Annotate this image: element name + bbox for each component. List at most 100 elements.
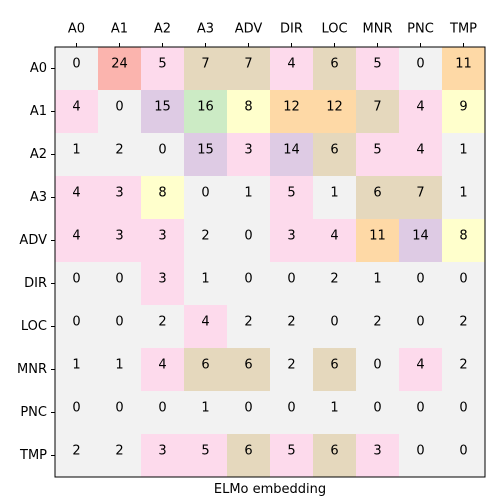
heatmap-cell-A1-TMP [442, 90, 486, 134]
heatmap-cell-MNR-A3 [184, 348, 228, 392]
heatmap-cell-A2-A0 [55, 133, 99, 177]
heatmap-cell-TMP-LOC [313, 434, 357, 478]
heatmap-cell-A0-ADV [227, 47, 271, 91]
heatmap-cell-TMP-TMP [442, 434, 486, 478]
y-tick-label: A2 [30, 147, 47, 162]
cell-value-label: 4 [158, 358, 166, 373]
cell-value-label: 2 [459, 315, 467, 330]
heatmap-cell-A1-A1 [98, 90, 142, 134]
heatmap-cell-ADV-A0 [55, 219, 99, 263]
cell-value-label: 0 [287, 401, 295, 416]
cell-value-label: 0 [416, 444, 424, 459]
cell-value-label: 1 [330, 401, 338, 416]
heatmap-cell-TMP-A0 [55, 434, 99, 478]
cell-value-label: 8 [459, 229, 467, 244]
x-tick-label: PNC [407, 22, 434, 37]
heatmap-cell-A2-MNR [356, 133, 400, 177]
heatmap-cell-ADV-DIR [270, 219, 314, 263]
heatmap-cell-DIR-TMP [442, 262, 486, 306]
y-tick-label: LOC [21, 319, 47, 334]
cell-value-label: 15 [197, 143, 214, 158]
heatmap-cell-A3-A0 [55, 176, 99, 220]
cell-value-label: 12 [283, 100, 300, 115]
cell-value-label: 2 [244, 315, 252, 330]
y-tick-label: A0 [30, 61, 47, 76]
heatmap-cell-ADV-A2 [141, 219, 185, 263]
cell-value-label: 2 [459, 358, 467, 373]
heatmap-cell-PNC-A0 [55, 391, 99, 435]
heatmap-cell-MNR-ADV [227, 348, 271, 392]
heatmap-cell-PNC-A1 [98, 391, 142, 435]
heatmap-cell-MNR-A2 [141, 348, 185, 392]
heatmap-cell-A2-PNC [399, 133, 443, 177]
heatmap-cell-A2-A2 [141, 133, 185, 177]
cell-value-label: 0 [244, 272, 252, 287]
cell-value-label: 3 [287, 229, 295, 244]
x-tick-label: LOC [321, 22, 347, 37]
heatmap-cell-A3-MNR [356, 176, 400, 220]
cell-value-label: 4 [72, 100, 80, 115]
heatmap-cell-LOC-DIR [270, 305, 314, 349]
heatmap-cell-A1-ADV [227, 90, 271, 134]
cell-value-label: 7 [416, 186, 424, 201]
y-tick-label: TMP [19, 448, 47, 463]
y-tick-label: ADV [19, 233, 47, 248]
heatmap-cell-DIR-DIR [270, 262, 314, 306]
heatmap-cell-TMP-ADV [227, 434, 271, 478]
cell-value-label: 1 [72, 143, 80, 158]
heatmap-cells [55, 47, 486, 478]
cell-value-label: 0 [459, 444, 467, 459]
heatmap-cell-MNR-A0 [55, 348, 99, 392]
cell-value-label: 0 [115, 100, 123, 115]
y-tick-label: DIR [24, 276, 47, 291]
heatmap-cell-LOC-ADV [227, 305, 271, 349]
heatmap-cell-A0-PNC [399, 47, 443, 91]
cell-value-label: 6 [330, 444, 338, 459]
heatmap-cell-ADV-TMP [442, 219, 486, 263]
cell-value-label: 1 [330, 186, 338, 201]
cell-value-label: 2 [115, 444, 123, 459]
heatmap-cell-PNC-A2 [141, 391, 185, 435]
x-tick-label: A1 [111, 22, 128, 37]
heatmap-cell-ADV-LOC [313, 219, 357, 263]
heatmap-cell-A0-A0 [55, 47, 99, 91]
heatmap-cell-ADV-MNR [356, 219, 400, 263]
cell-value-label: 0 [459, 401, 467, 416]
heatmap-cell-TMP-PNC [399, 434, 443, 478]
heatmap-cell-PNC-LOC [313, 391, 357, 435]
x-tick-label: ADV [235, 22, 263, 37]
cell-value-label: 0 [416, 315, 424, 330]
x-tick-label: TMP [449, 22, 477, 37]
y-axis-ticks: A0 A1 A2 A3 ADV DIR LOC MNR PNC TMP [17, 61, 55, 463]
cell-value-label: 16 [197, 100, 214, 115]
cell-value-label: 2 [330, 272, 338, 287]
cell-value-label: 0 [115, 272, 123, 287]
cell-value-label: 8 [244, 100, 252, 115]
heatmap-cell-A1-A3 [184, 90, 228, 134]
cell-value-label: 0 [416, 272, 424, 287]
cell-value-label: 0 [459, 272, 467, 287]
heatmap-cell-A1-PNC [399, 90, 443, 134]
heatmap-cell-A1-MNR [356, 90, 400, 134]
heatmap-cell-TMP-DIR [270, 434, 314, 478]
cell-value-label: 5 [373, 143, 381, 158]
heatmap-cell-DIR-A0 [55, 262, 99, 306]
heatmap-cell-PNC-MNR [356, 391, 400, 435]
cell-value-label: 2 [287, 315, 295, 330]
heatmap-cell-MNR-MNR [356, 348, 400, 392]
cell-value-label: 5 [287, 444, 295, 459]
cell-value-label: 1 [459, 186, 467, 201]
heatmap-cell-A0-A2 [141, 47, 185, 91]
cell-value-label: 7 [244, 57, 252, 72]
cell-value-label: 8 [158, 186, 166, 201]
cell-value-label: 1 [115, 358, 123, 373]
cell-value-label: 0 [72, 401, 80, 416]
x-tick-label: A2 [154, 22, 171, 37]
x-axis-ticks: A0 A1 A2 A3 ADV DIR LOC MNR PNC TMP [68, 22, 477, 47]
cell-value-label: 6 [244, 358, 252, 373]
heatmap-cell-A3-TMP [442, 176, 486, 220]
cell-value-label: 11 [455, 57, 472, 72]
cell-value-label: 11 [369, 229, 386, 244]
heatmap-cell-LOC-MNR [356, 305, 400, 349]
heatmap-cell-ADV-A1 [98, 219, 142, 263]
